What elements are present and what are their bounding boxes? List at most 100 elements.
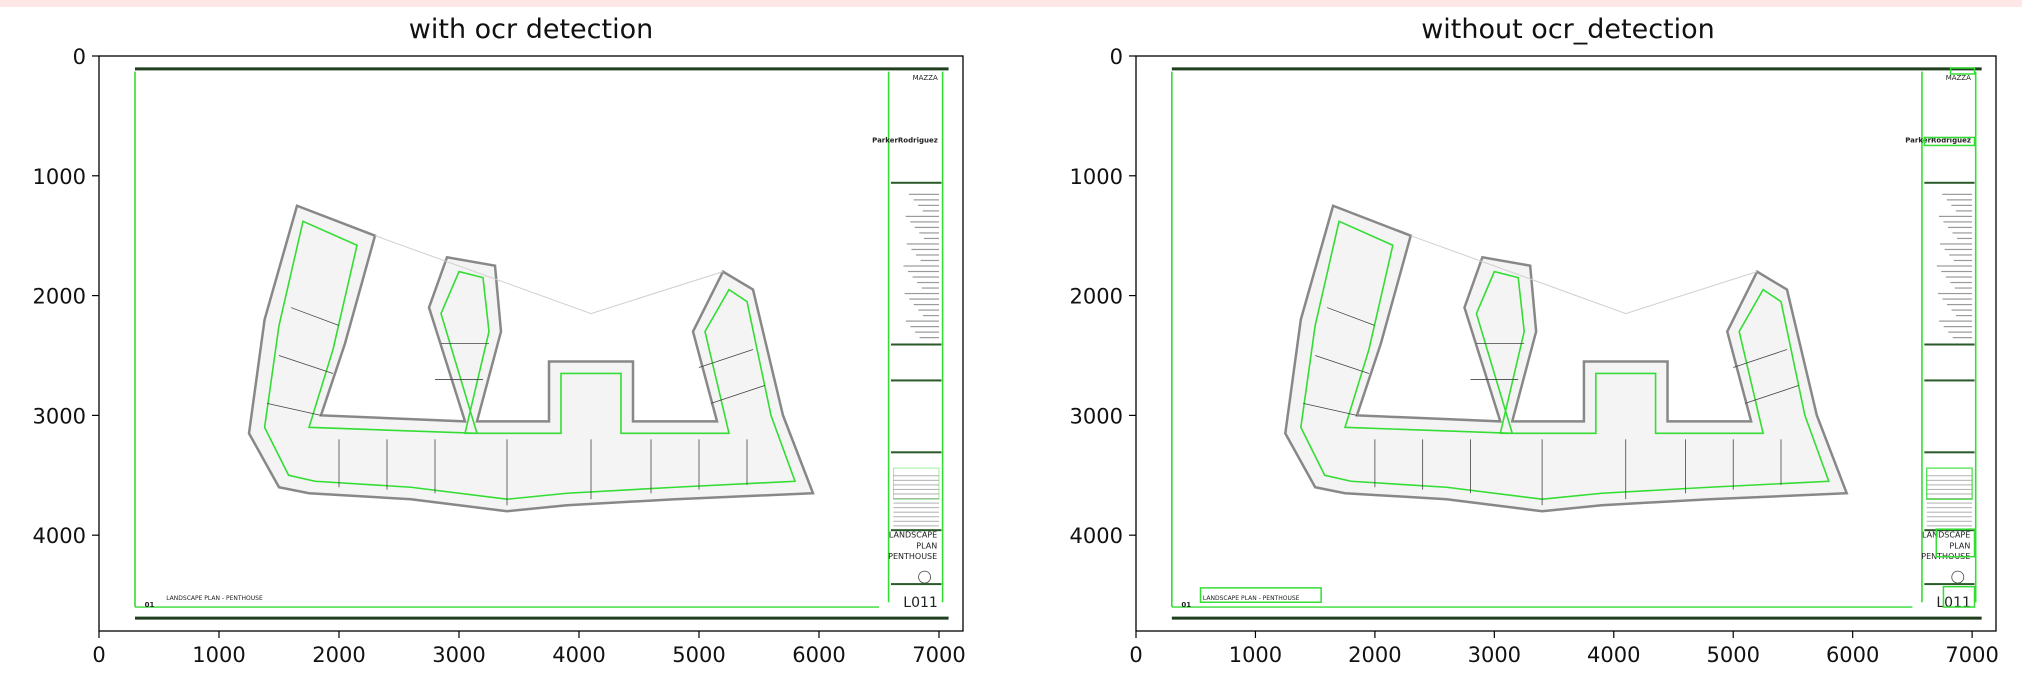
y-tick-label: 2000 bbox=[33, 285, 86, 309]
x-tick-label: 4000 bbox=[552, 643, 605, 667]
titleblock-text-line bbox=[1943, 326, 1973, 328]
titleblock-text-line bbox=[905, 320, 939, 322]
titleblock-text-line bbox=[920, 259, 939, 262]
axes: 0 1000 2000 3000 4000 5000 6000 7000 0 1000 2000 30… bbox=[1070, 45, 1999, 667]
axes: 0 1000 2000 3000 4000 5000 6000 7000 0 1000 2000 30… bbox=[33, 45, 966, 667]
titleblock-separator bbox=[1924, 343, 1975, 346]
sheet-title-line: PLAN bbox=[916, 541, 937, 550]
axes-frame bbox=[98, 55, 964, 632]
titleblock-text-line bbox=[909, 193, 939, 195]
sheet-number: L011 bbox=[903, 595, 938, 611]
site-line bbox=[1410, 235, 1758, 315]
ocr-highlight-box bbox=[1942, 585, 1976, 608]
titleblock-text-line bbox=[918, 309, 939, 311]
revision-line bbox=[893, 507, 939, 509]
titleblock-text-line bbox=[1957, 237, 1973, 240]
ocr-highlight-box bbox=[1199, 587, 1322, 603]
titleblock-text-line bbox=[1942, 298, 1973, 300]
revision-line bbox=[1926, 520, 1973, 522]
titleblock-separator bbox=[891, 529, 942, 532]
titleblock-text-line bbox=[1948, 331, 1973, 333]
x-tick-label: 7000 bbox=[912, 643, 965, 667]
sheet-title-line: PLAN bbox=[1949, 541, 1970, 550]
sheet-bottom-bar bbox=[1171, 616, 1982, 620]
x-tick-label: 1000 bbox=[1229, 643, 1282, 667]
firm-name: MAZZA bbox=[913, 74, 938, 82]
titleblock-text-line bbox=[1939, 320, 1973, 322]
chart-title: with ocr detection bbox=[408, 14, 654, 45]
titleblock-text-line bbox=[921, 287, 939, 289]
interior-wall bbox=[1303, 403, 1358, 416]
ocr-highlight-box bbox=[1923, 136, 1976, 147]
revision-line bbox=[1926, 516, 1973, 518]
titleblock-text-line bbox=[1947, 303, 1973, 306]
titleblock-text-line bbox=[908, 270, 939, 273]
titleblock-separator bbox=[1924, 451, 1975, 454]
building-outline bbox=[247, 204, 815, 513]
ocr-highlight-box bbox=[893, 467, 940, 500]
titleblock-text-line bbox=[913, 199, 939, 201]
interior-wall bbox=[710, 385, 766, 404]
titleblock-text-line bbox=[1936, 265, 1973, 267]
chart-plot-area: MAZZAParkerRodriguezLANDSCAPEPLANPENTHOU… bbox=[1070, 45, 1999, 667]
revision-line bbox=[1926, 484, 1973, 486]
sheet-bottom-bar bbox=[135, 616, 949, 620]
x-tick-label: 5000 bbox=[672, 643, 725, 667]
interior-wall bbox=[1745, 385, 1800, 404]
titleblock-text-line bbox=[922, 314, 939, 317]
titleblock-text-line bbox=[922, 210, 939, 212]
titleblock-text-line bbox=[1952, 232, 1973, 234]
titleblock-text-line bbox=[917, 281, 939, 284]
y-tick-label: 0 bbox=[1110, 45, 1123, 69]
x-tick-label: 6000 bbox=[1826, 643, 1879, 667]
architect-name: ParkerRodriguez bbox=[1905, 136, 1971, 144]
titleblock-separator bbox=[891, 343, 942, 346]
ocr-highlight-box bbox=[1935, 528, 1976, 558]
revision-line bbox=[893, 511, 939, 513]
titleblock-separator bbox=[891, 451, 942, 454]
revision-line bbox=[893, 475, 939, 477]
titleblock-text-line bbox=[923, 237, 939, 240]
revision-line bbox=[893, 498, 939, 500]
revision-line bbox=[1926, 525, 1973, 527]
sheet-top-bar bbox=[1171, 67, 1982, 71]
revision-line bbox=[1926, 479, 1973, 481]
x-tick-label: 1000 bbox=[192, 643, 245, 667]
revision-line bbox=[893, 525, 939, 527]
titleblock-text-line bbox=[919, 337, 939, 339]
interior-wall bbox=[266, 403, 322, 416]
titleblock-separator bbox=[891, 379, 942, 382]
titleblock-separator bbox=[1924, 583, 1975, 586]
titleblock-text-line bbox=[1945, 276, 1973, 278]
titleblock-text-line bbox=[903, 265, 939, 267]
titleblock-text-line bbox=[1956, 314, 1973, 317]
titleblock-text-line bbox=[1944, 248, 1973, 251]
titleblock-text-line bbox=[914, 226, 939, 229]
titleblock-text-line bbox=[904, 292, 939, 295]
revision-line bbox=[1926, 493, 1973, 495]
revision-line bbox=[1926, 507, 1973, 509]
titleblock-text-line bbox=[909, 298, 939, 300]
titleblock-text-line bbox=[906, 243, 939, 245]
x-tick-label: 3000 bbox=[1468, 643, 1521, 667]
y-tick-label: 3000 bbox=[33, 404, 86, 428]
x-tick-label: 2000 bbox=[312, 643, 365, 667]
sheet-title-line: PENTHOUSE bbox=[888, 552, 937, 561]
chart-without-ocr: without ocr_detection MAZZA ParkerRodrigu… bbox=[1012, 0, 2022, 690]
revision-line bbox=[893, 479, 939, 481]
titleblock-text-line bbox=[1952, 337, 1973, 339]
view-label: 01 bbox=[1181, 601, 1191, 609]
north-arrow bbox=[918, 570, 931, 584]
building-inner-outline bbox=[1300, 220, 1830, 501]
x-tick-label: 7000 bbox=[1945, 643, 1998, 667]
titleblock-separator bbox=[891, 583, 942, 586]
titleblock-text-line bbox=[915, 254, 939, 256]
titleblock-text-line bbox=[1940, 243, 1973, 245]
titleblock-text-line bbox=[1954, 287, 1973, 289]
chart-plot-area: MAZZAParkerRodriguezLANDSCAPEPLANPENTHOU… bbox=[33, 45, 966, 667]
x-tick-label: 0 bbox=[92, 643, 105, 667]
axes-frame bbox=[1135, 55, 1997, 632]
sheet-title-line: LANDSCAPE bbox=[889, 531, 937, 540]
north-arrow bbox=[1951, 570, 1965, 584]
